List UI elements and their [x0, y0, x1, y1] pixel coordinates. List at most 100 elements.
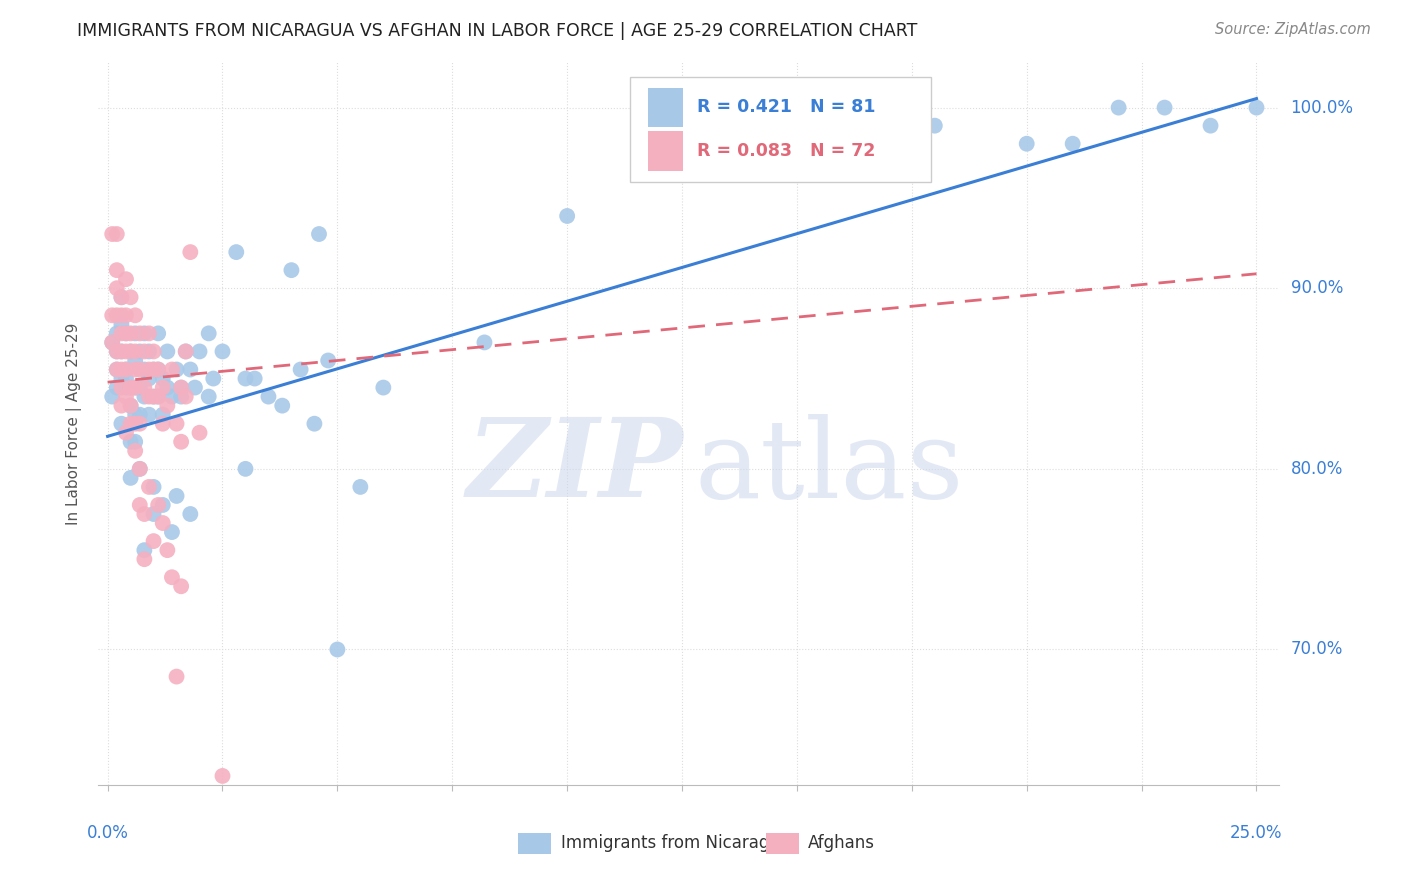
- Text: 0.0%: 0.0%: [87, 824, 128, 842]
- Point: [101, 335, 124, 350]
- Text: 100.0%: 100.0%: [1291, 99, 1354, 117]
- Point: [1199, 119, 1222, 133]
- Point: [197, 326, 219, 341]
- Point: [124, 417, 146, 431]
- Point: [188, 344, 211, 359]
- Point: [152, 408, 174, 422]
- Point: [316, 353, 339, 368]
- FancyBboxPatch shape: [630, 77, 931, 182]
- Point: [120, 326, 142, 341]
- Point: [124, 326, 146, 341]
- Point: [124, 443, 146, 458]
- Point: [138, 408, 160, 422]
- Point: [110, 344, 132, 359]
- Point: [105, 308, 128, 322]
- Point: [115, 362, 138, 376]
- Point: [474, 335, 496, 350]
- Point: [257, 390, 280, 404]
- Point: [110, 371, 132, 385]
- Point: [160, 524, 183, 539]
- Point: [156, 344, 179, 359]
- Text: Afghans: Afghans: [808, 835, 875, 853]
- Point: [160, 390, 183, 404]
- Point: [120, 434, 142, 449]
- Point: [115, 326, 138, 341]
- Point: [146, 390, 169, 404]
- Point: [146, 498, 169, 512]
- Point: [142, 390, 165, 404]
- Point: [115, 344, 138, 359]
- Point: [105, 344, 128, 359]
- Point: [105, 281, 128, 295]
- Point: [924, 119, 946, 133]
- Point: [142, 362, 165, 376]
- Point: [243, 371, 266, 385]
- Point: [138, 371, 160, 385]
- Point: [211, 344, 233, 359]
- Text: ZIP: ZIP: [467, 413, 683, 521]
- Point: [120, 344, 142, 359]
- Point: [115, 326, 138, 341]
- Point: [166, 362, 188, 376]
- Point: [326, 642, 349, 657]
- Point: [105, 227, 128, 241]
- Point: [128, 344, 150, 359]
- Point: [174, 390, 197, 404]
- Point: [115, 362, 138, 376]
- Text: R = 0.083   N = 72: R = 0.083 N = 72: [697, 142, 876, 160]
- Point: [120, 380, 142, 394]
- Point: [1108, 101, 1130, 115]
- Point: [170, 380, 193, 394]
- Point: [134, 380, 156, 394]
- Point: [290, 362, 312, 376]
- Point: [138, 390, 160, 404]
- Point: [170, 390, 193, 404]
- Point: [124, 344, 146, 359]
- Point: [1062, 136, 1084, 151]
- Point: [120, 380, 142, 394]
- Point: [124, 408, 146, 422]
- Point: [142, 344, 165, 359]
- Point: [134, 390, 156, 404]
- Point: [124, 380, 146, 394]
- Point: [160, 362, 183, 376]
- Point: [142, 480, 165, 494]
- Point: [156, 543, 179, 558]
- Point: [184, 380, 207, 394]
- Point: [120, 417, 142, 431]
- Point: [304, 417, 326, 431]
- Point: [110, 308, 132, 322]
- Point: [120, 344, 142, 359]
- Point: [124, 434, 146, 449]
- Text: R = 0.421   N = 81: R = 0.421 N = 81: [697, 98, 876, 116]
- Point: [146, 326, 169, 341]
- Point: [138, 344, 160, 359]
- Point: [308, 227, 330, 241]
- Point: [110, 380, 132, 394]
- Text: atlas: atlas: [695, 414, 965, 521]
- Point: [166, 669, 188, 683]
- Point: [179, 245, 201, 260]
- Text: 90.0%: 90.0%: [1291, 279, 1343, 297]
- Point: [120, 471, 142, 485]
- Point: [115, 371, 138, 385]
- Point: [124, 308, 146, 322]
- Point: [197, 390, 219, 404]
- Point: [124, 362, 146, 376]
- Point: [271, 399, 294, 413]
- Point: [115, 272, 138, 286]
- Point: [110, 417, 132, 431]
- Point: [110, 326, 132, 341]
- Point: [156, 399, 179, 413]
- Point: [188, 425, 211, 440]
- Point: [128, 462, 150, 476]
- Point: [110, 399, 132, 413]
- Point: [105, 326, 128, 341]
- Point: [156, 380, 179, 394]
- Point: [179, 362, 201, 376]
- Bar: [517, 833, 551, 854]
- Point: [152, 498, 174, 512]
- Point: [166, 417, 188, 431]
- Point: [101, 227, 124, 241]
- Point: [235, 462, 257, 476]
